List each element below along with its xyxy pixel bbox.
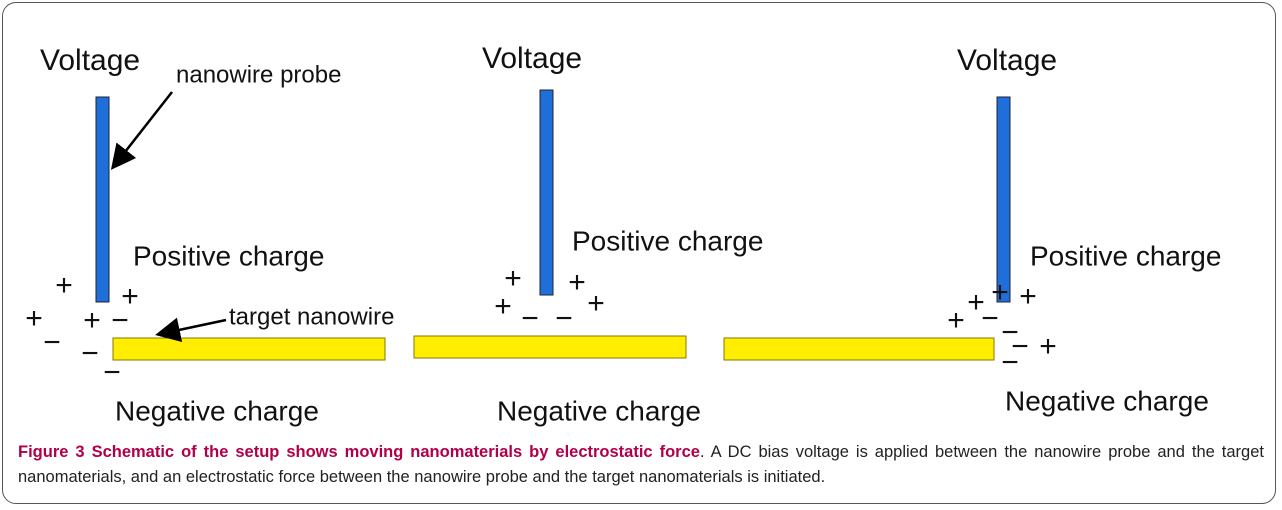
positive-label: Positive charge: [133, 240, 324, 271]
charge-sign: −: [103, 356, 121, 389]
schematic: Voltage Voltage Voltage nanowire probe P…: [25, 42, 1221, 426]
charge-sign: +: [25, 302, 43, 335]
target-nanowire: [413, 335, 687, 359]
charge-sign: +: [587, 287, 605, 320]
charge-sign: −: [981, 302, 999, 335]
charge-sign: +: [494, 290, 512, 323]
caption-text: . A DC bias voltage is applied between t…: [18, 443, 1264, 486]
charge-sign: +: [1039, 330, 1057, 363]
charge-sign: +: [947, 304, 965, 337]
charge-sign: +: [55, 269, 73, 302]
negative-label: Negative charge: [497, 395, 701, 426]
voltage-label: Voltage: [40, 44, 140, 77]
target-nanowire: [723, 337, 995, 361]
negative-label: Negative charge: [115, 395, 319, 426]
target-label: target nanowire: [229, 303, 394, 330]
voltage-label: Voltage: [482, 42, 582, 75]
caption: Figure 3 Schematic of the setup shows mo…: [18, 440, 1264, 490]
arrow: [155, 317, 227, 343]
charge-sign: +: [568, 266, 586, 299]
charge-sign: +: [83, 304, 101, 337]
charge-sign: −: [1001, 346, 1019, 379]
target-nanowire: [112, 337, 386, 361]
positive-label: Positive charge: [1030, 240, 1221, 271]
charge-sign: +: [1019, 280, 1037, 313]
probe-label: nanowire probe: [176, 61, 341, 88]
nanowire-probe: [539, 89, 554, 296]
charge-sign: −: [1001, 316, 1019, 349]
charge-sign: +: [121, 280, 139, 313]
caption-label: Figure 3: [18, 443, 85, 461]
negative-label: Negative charge: [1005, 385, 1209, 416]
charge-sign: −: [111, 304, 129, 337]
caption-title: Schematic of the setup shows moving nano…: [91, 443, 700, 461]
figure-frame: [2, 2, 1276, 504]
charge-sign: +: [991, 276, 1009, 309]
charge-sign: −: [1011, 330, 1029, 363]
charge-sign: −: [43, 326, 61, 359]
charge-sign: +: [504, 262, 522, 295]
voltage-label: Voltage: [957, 44, 1057, 77]
arrow: [110, 91, 173, 170]
charge-sign: −: [555, 302, 573, 335]
positive-label: Positive charge: [572, 225, 763, 256]
charge-sign: −: [81, 337, 99, 370]
nanowire-probe: [996, 96, 1011, 303]
charge-sign: −: [521, 302, 539, 335]
charge-sign: +: [967, 286, 985, 319]
nanowire-probe: [95, 96, 110, 303]
